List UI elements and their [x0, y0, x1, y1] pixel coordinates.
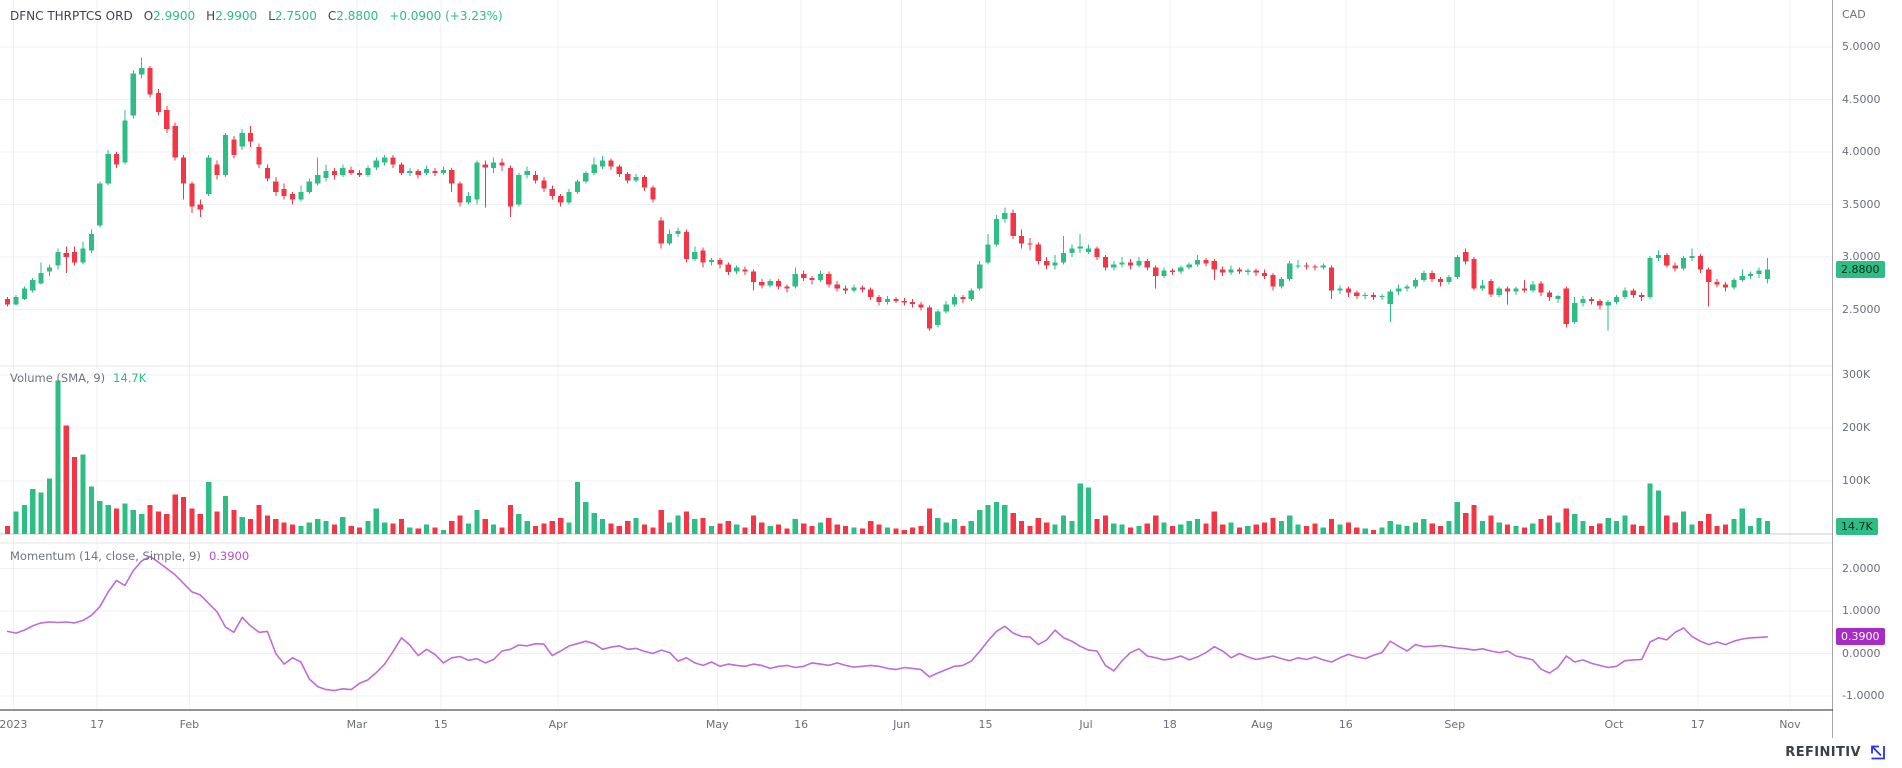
time-axis-label: 17 [1690, 718, 1705, 731]
axis-tick-label: 1.0000 [1842, 604, 1881, 617]
time-axis-label: Feb [179, 718, 200, 731]
ohlc-close: C2.8800 [327, 9, 379, 23]
last-price-badge: 2.8800 [1836, 261, 1885, 279]
instrument-legend: DFNC THRPTCS ORD O2.9900 H2.9900 L2.7500… [10, 9, 503, 23]
time-axis-label: Jun [893, 718, 911, 731]
axis-tick-label: 2.5000 [1842, 302, 1881, 316]
instrument-symbol: DFNC THRPTCS ORD [10, 9, 133, 23]
ohlc-low: L2.7500 [268, 9, 317, 23]
axis-tick-label: 100K [1842, 474, 1871, 487]
time-axis-label: Apr [548, 718, 568, 731]
axis-tick-label: 0.0000 [1842, 646, 1881, 660]
axis-tick-label: 3.5000 [1842, 197, 1881, 211]
axis-tick-label: 300K [1842, 368, 1871, 381]
time-axis-label: 16 [1338, 718, 1353, 731]
time-axis-label: 15 [433, 718, 448, 731]
momentum-badge: 0.3900 [1836, 628, 1885, 646]
volume-badge: 14.7K [1836, 517, 1878, 535]
price-axis-column[interactable]: CAD 2.8800 14.7K 0.3900 5.0000 4.5000 4.00… [1833, 0, 1902, 738]
time-axis-label: Jul [1079, 718, 1093, 731]
price-change: +0.0900 (+3.23%) [389, 9, 503, 23]
time-axis-label: 18 [1162, 718, 1177, 731]
ohlc-open: O2.9900 [143, 9, 196, 23]
time-axis-label: Oct [1604, 718, 1624, 731]
time-axis-label: Aug [1251, 718, 1273, 731]
refinitiv-branding: REFINITIV [1785, 743, 1886, 761]
axis-tick-label: 2.0000 [1842, 561, 1881, 575]
refinitiv-logo-icon [1871, 745, 1885, 760]
time-axis-label: Mar [346, 718, 368, 731]
momentum-pane-label: Momentum (14, close, Simple, 9) 0.3900 [10, 549, 249, 563]
axis-tick-label: 3.0000 [1842, 250, 1881, 263]
time-axis[interactable]: 2023 17 Feb Mar 15 Apr May 16 Jun 15 Jul 18 Aug 16 Sep… [0, 711, 1833, 738]
volume-indicator-title: Volume (SMA, 9) [10, 371, 106, 385]
time-axis-label: 15 [978, 718, 993, 731]
time-axis-label: Nov [1779, 718, 1801, 731]
time-axis-label: 16 [794, 718, 809, 731]
time-axis-label: 2023 [0, 718, 28, 731]
momentum-indicator-value: 0.3900 [208, 549, 250, 563]
axis-tick-label: 5.0000 [1842, 40, 1881, 53]
volume-indicator-value: 14.7K [113, 371, 147, 385]
axis-tick-label: 4.0000 [1842, 145, 1881, 158]
ohlc-high: H2.9900 [206, 9, 258, 23]
brand-name: REFINITIV [1785, 744, 1861, 760]
axis-tick-label: 200K [1842, 421, 1871, 434]
axis-tick-label: 4.5000 [1842, 92, 1881, 106]
time-axis-label: Sep [1444, 718, 1466, 731]
time-axis-label: May [705, 718, 729, 731]
time-axis-label: 17 [90, 718, 105, 731]
volume-pane-label: Volume (SMA, 9) 14.7K [10, 371, 146, 385]
currency-label: CAD [1842, 8, 1866, 21]
axis-tick-label: -1.0000 [1842, 689, 1885, 702]
momentum-indicator-title: Momentum (14, close, Simple, 9) [10, 549, 201, 563]
